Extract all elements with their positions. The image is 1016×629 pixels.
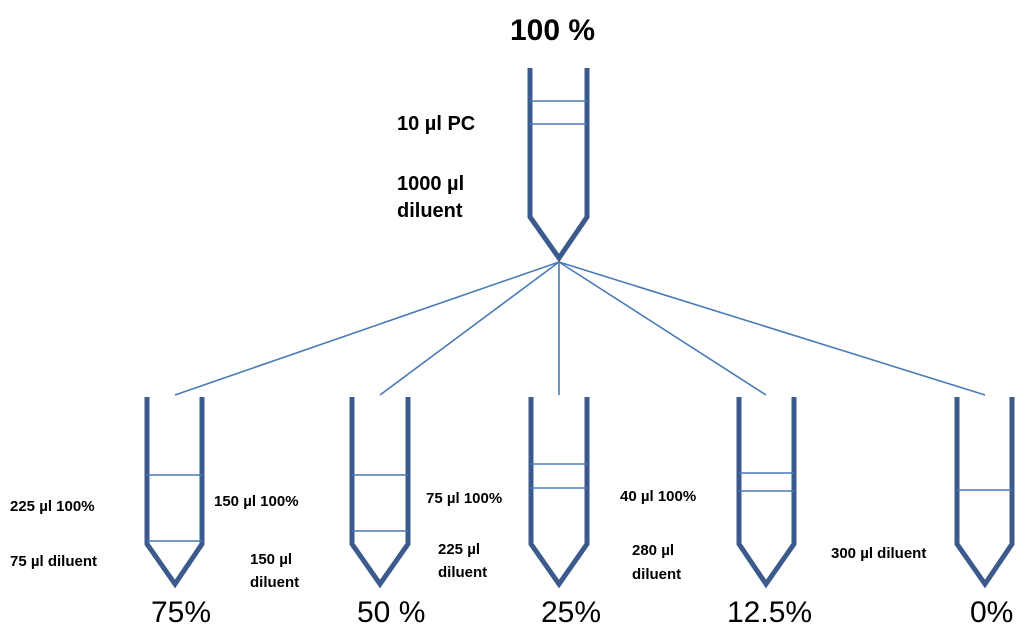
top-diluent-label-line2: diluent <box>397 200 463 222</box>
tube-top-outline <box>527 68 590 263</box>
tube-50-stock-label: 150 µl 100% <box>214 493 299 510</box>
connector-lines <box>174 261 986 396</box>
tube-0-diluent-label: 300 µl diluent <box>831 545 927 562</box>
tube-top-100 <box>527 68 590 263</box>
tube-75-percent-label: 75% <box>151 596 212 629</box>
tube-75 <box>144 397 205 589</box>
tube-75-outline <box>144 397 205 589</box>
tube-50-percent-label: 50 % <box>357 596 426 629</box>
tube-50-diluent-label-line1: 150 µl <box>250 551 293 568</box>
tube-25-diluent-label-line2: diluent <box>438 564 488 581</box>
tube-50 <box>349 397 411 589</box>
tube-75-stock-label: 225 µl 100% <box>10 498 95 515</box>
connector-line-12-5 <box>558 261 767 396</box>
top-pc-label: 10 µl PC <box>397 113 476 135</box>
tube-12-5-stock-label: 40 µl 100% <box>620 488 697 505</box>
tube-0-percent-label: 0% <box>970 596 1014 629</box>
tube-25 <box>528 397 590 589</box>
top-percent-label: 100 % <box>510 14 596 47</box>
tube-12-5-diluent-label-line1: 280 µl <box>632 542 675 559</box>
tube-25-outline <box>528 397 590 589</box>
top-diluent-label-line1: 1000 µl <box>397 173 465 195</box>
tube-12-5-percent-label: 12.5% <box>727 596 813 629</box>
tube-25-diluent-label-line1: 225 µl <box>438 541 481 558</box>
connector-line-75 <box>174 261 560 396</box>
tube-12-5 <box>736 397 797 589</box>
tube-50-outline <box>349 397 411 589</box>
tube-50-diluent-label-line2: diluent <box>250 574 300 591</box>
tube-25-percent-label: 25% <box>541 596 602 629</box>
tube-75-diluent-label: 75 µl diluent <box>10 553 97 570</box>
connector-line-50 <box>379 261 560 396</box>
tube-0-outline <box>954 397 1015 589</box>
tube-25-stock-label: 75 µl 100% <box>426 490 503 507</box>
tube-12-5-outline <box>736 397 797 589</box>
connector-line-0 <box>558 261 986 396</box>
tube-12-5-diluent-label-line2: diluent <box>632 566 682 583</box>
tube-0 <box>954 397 1015 589</box>
